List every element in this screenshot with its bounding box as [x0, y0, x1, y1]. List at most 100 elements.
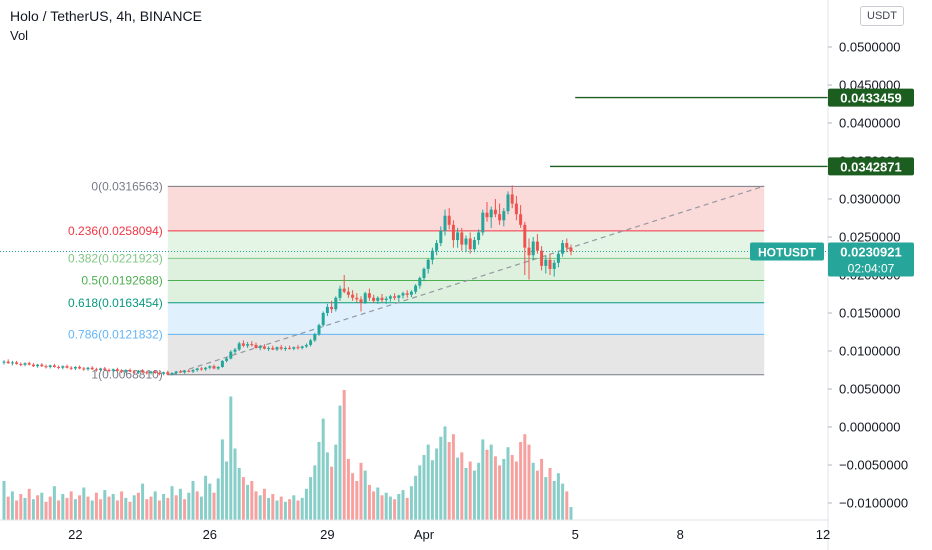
volume-bar — [502, 458, 506, 520]
candle-body — [10, 362, 14, 364]
candle-body — [128, 370, 132, 372]
candle-body — [258, 346, 262, 348]
price-tick-label: 0.0050000 — [839, 382, 900, 397]
volume-bar — [78, 495, 82, 520]
candle-body — [489, 209, 493, 218]
candle-body — [157, 373, 161, 375]
horizontal-rays[interactable] — [550, 96, 828, 168]
symbol-badge-text: HOTUSDT — [758, 246, 817, 260]
candle-body — [170, 373, 174, 375]
candle-body — [502, 211, 506, 221]
volume-bar — [464, 468, 468, 520]
volume-bar — [527, 444, 531, 520]
volume-bar — [409, 486, 413, 520]
candle-body — [460, 232, 464, 245]
volume-bar — [477, 462, 481, 520]
candle-body — [485, 212, 489, 218]
volume-bar — [489, 444, 493, 520]
volume-bar — [65, 497, 69, 520]
volume-bar — [136, 492, 140, 520]
candle-body — [304, 344, 308, 347]
volume-bar — [435, 448, 439, 520]
candle-body — [262, 346, 266, 349]
candlesticks[interactable] — [2, 185, 573, 376]
volume-bar — [506, 447, 510, 520]
volume-bar — [212, 492, 216, 520]
fib-zone — [167, 280, 765, 303]
candle-body — [145, 372, 149, 374]
last-price-text: 0.0230921 — [840, 245, 901, 260]
candle-body — [451, 224, 455, 241]
volume-bar — [548, 468, 552, 520]
volume-bar — [355, 481, 359, 520]
candle-body — [493, 209, 497, 215]
candle-body — [246, 344, 250, 346]
candle-body — [565, 243, 569, 248]
candle-body — [250, 344, 254, 346]
fib-level-label: 0.5(0.0192688) — [81, 274, 162, 288]
price-tick-label: 0.0100000 — [839, 344, 900, 359]
fibonacci-levels[interactable] — [167, 185, 765, 376]
volume-bar — [267, 497, 271, 520]
volume-bar — [199, 496, 203, 520]
volume-bar — [99, 499, 103, 520]
candle-body — [195, 368, 199, 370]
candle-body — [99, 368, 103, 370]
candle-body — [283, 347, 287, 349]
candle-body — [418, 278, 422, 286]
candle-body — [309, 340, 313, 345]
fib-level-label: 0.786(0.0121832) — [68, 327, 163, 341]
volume-bar — [325, 452, 329, 520]
candle-body — [94, 369, 98, 371]
volume-bar — [262, 488, 266, 520]
candle-body — [275, 347, 279, 350]
candle-body — [464, 238, 468, 245]
currency-selector[interactable]: USDT — [860, 6, 904, 26]
candle-body — [367, 293, 371, 298]
volume-bar — [472, 470, 476, 520]
candle-body — [225, 358, 229, 361]
candle-body — [124, 370, 128, 372]
time-tick-label: 26 — [203, 527, 217, 542]
volume-bar — [246, 484, 250, 520]
candle-body — [2, 361, 6, 363]
volume-bar — [174, 495, 178, 520]
volume-bar — [338, 405, 342, 520]
candle-body — [430, 250, 434, 260]
volume-bar — [208, 483, 212, 520]
time-axis[interactable]: 22 26 29 Apr 5 8 12 — [0, 519, 830, 542]
candle-body — [31, 364, 35, 367]
candle-body — [380, 297, 384, 301]
candle-body — [472, 240, 476, 250]
volume-bar — [6, 496, 10, 520]
candle-body — [292, 347, 296, 349]
candle-body — [321, 313, 325, 326]
volume-bar — [157, 500, 161, 520]
candle-body — [552, 262, 556, 269]
volume-bar — [372, 491, 376, 520]
volume-bar — [439, 436, 443, 520]
volume-bar — [481, 439, 485, 520]
candle-body — [271, 347, 275, 350]
volume-bar — [296, 500, 300, 520]
trend-line[interactable] — [171, 185, 765, 376]
candle-body — [15, 362, 19, 364]
candle-body — [208, 366, 212, 368]
volume-bar — [363, 470, 367, 520]
candle-body — [78, 366, 82, 369]
candle-body — [342, 288, 346, 292]
last-price-badge — [828, 242, 914, 277]
volume-indicator-label[interactable]: Vol — [10, 28, 29, 43]
volume-bars — [2, 390, 573, 520]
candle-body — [409, 291, 413, 295]
volume-bar — [216, 478, 220, 520]
volume-bar — [132, 495, 136, 520]
volume-bar — [300, 497, 304, 520]
fib-level-label: 1(0.0068810) — [91, 368, 162, 382]
volume-bar — [523, 434, 527, 520]
volume-bar — [317, 442, 321, 520]
volume-bar — [565, 491, 569, 520]
candle-body — [384, 298, 388, 301]
volume-bar — [426, 444, 430, 520]
